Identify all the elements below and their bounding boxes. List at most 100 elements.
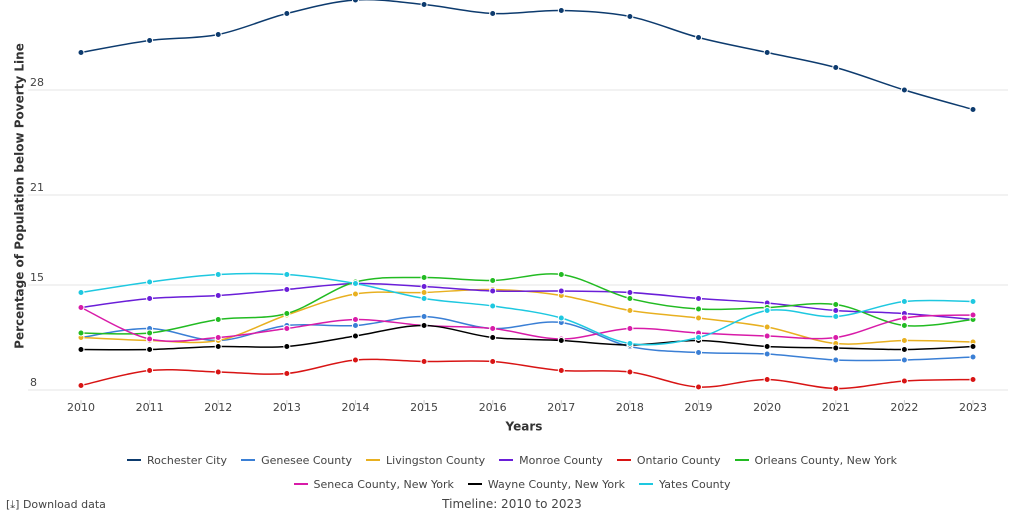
data-point [763, 350, 771, 358]
legend-label: Orleans County, New York [754, 453, 897, 467]
legend-item[interactable]: Wayne County, New York [467, 476, 626, 492]
legend-swatch [499, 459, 514, 461]
data-point [557, 337, 565, 344]
legend-swatch [616, 459, 631, 461]
data-point [969, 298, 977, 305]
data-point [900, 346, 908, 353]
data-point [763, 49, 771, 56]
x-tick-label: 2011 [136, 401, 164, 414]
data-point [695, 295, 703, 302]
y-tick-label: 8 [30, 376, 37, 389]
legend-label: Rochester City [147, 453, 228, 467]
legend-item[interactable]: Yates County [639, 476, 730, 492]
data-point [351, 0, 359, 4]
data-point [420, 358, 428, 365]
data-point [77, 382, 85, 389]
data-point [420, 283, 428, 290]
y-tick-label: 21 [30, 181, 44, 194]
legend-item[interactable]: Monroe County [499, 452, 603, 468]
legend-swatch [293, 483, 308, 485]
data-point [832, 356, 840, 364]
x-tick-label: 2020 [753, 401, 781, 414]
data-point [557, 367, 565, 374]
data-point [695, 349, 703, 356]
legend-swatch [467, 483, 482, 485]
series-line [80, 315, 974, 362]
x-tick-label: 2019 [685, 401, 713, 414]
data-point [626, 289, 634, 296]
data-point [283, 310, 291, 317]
data-point [146, 37, 154, 44]
legend-item[interactable]: Ontario County [616, 452, 721, 468]
x-tick-label: 2014 [341, 401, 369, 414]
x-tick-label: 2021 [822, 401, 850, 414]
series-line [80, 272, 974, 346]
data-point [626, 325, 634, 332]
data-point [900, 86, 908, 94]
data-point [969, 311, 977, 319]
data-point [832, 313, 840, 320]
data-point [283, 286, 291, 293]
series-line [80, 282, 974, 321]
data-point [77, 289, 85, 296]
data-point [77, 329, 85, 337]
data-point [489, 10, 497, 17]
legend-item[interactable]: Livingston County [366, 452, 485, 468]
data-point [695, 305, 703, 313]
data-point [626, 307, 634, 314]
series-line [80, 306, 974, 342]
data-point [763, 323, 771, 331]
data-point [832, 307, 840, 314]
legend-item[interactable]: Rochester City [127, 452, 227, 468]
download-link[interactable]: [⤓] Download data [6, 498, 106, 511]
data-point [626, 368, 634, 376]
x-tick-label: 2013 [273, 401, 301, 414]
data-point [969, 343, 977, 350]
data-point [900, 356, 908, 364]
x-tick-label: 2018 [616, 401, 644, 414]
data-point [900, 314, 908, 322]
data-point [214, 316, 222, 323]
series-line [80, 324, 974, 351]
data-point [489, 334, 497, 341]
data-point [146, 295, 154, 302]
data-point [695, 34, 703, 41]
data-point [969, 353, 977, 361]
legend-label: Wayne County, New York [487, 477, 626, 491]
data-point [969, 376, 977, 383]
data-point [283, 325, 291, 332]
data-point [214, 368, 222, 376]
legend-label: Seneca County, New York [313, 477, 454, 491]
data-point [146, 278, 154, 286]
download-text[interactable]: Download data [22, 498, 106, 511]
legend-item[interactable]: Orleans County, New York [734, 452, 897, 468]
legend-label: Yates County [659, 477, 731, 491]
data-point [832, 334, 840, 341]
x-tick-label: 2022 [890, 401, 918, 414]
x-axis-title: Years [505, 420, 543, 434]
data-point [626, 340, 634, 347]
legend-swatch [734, 459, 749, 461]
data-point [489, 302, 497, 310]
legend-swatch [366, 459, 381, 461]
data-point [214, 292, 222, 299]
data-point [351, 322, 359, 329]
legend-label: Livingston County [386, 453, 486, 467]
data-point [283, 10, 291, 17]
series-line [80, 0, 974, 111]
legend-item[interactable]: Seneca County, New York [293, 476, 454, 492]
legend-item[interactable]: Genesee County [241, 452, 352, 468]
legend-label: Ontario County [636, 453, 721, 467]
timeline: Timeline: 2010 to 2023 [442, 497, 582, 511]
data-point [214, 343, 222, 350]
y-tick-label: 28 [30, 76, 44, 89]
data-point [77, 346, 85, 353]
data-point [489, 358, 497, 365]
x-tick-label: 2012 [204, 401, 232, 414]
y-tick-label: 15 [30, 271, 44, 284]
series-line [80, 358, 974, 390]
data-point [557, 271, 565, 278]
legend-swatch [639, 483, 654, 485]
data-point [763, 376, 771, 383]
data-point [77, 49, 85, 56]
